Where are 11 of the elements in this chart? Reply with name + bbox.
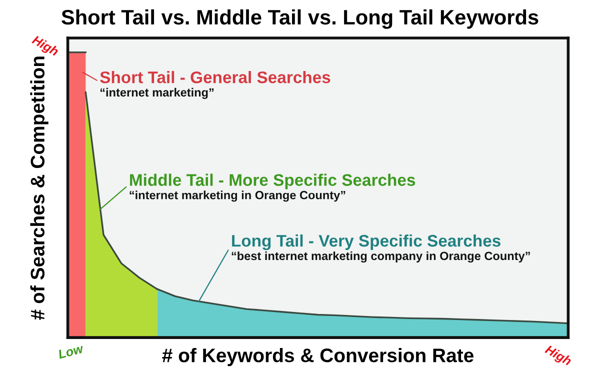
annotation: Long Tail - Very Specific Searches <box>232 234 500 250</box>
text: High <box>543 344 572 368</box>
annotation: Middle Tail - More Specific Searches <box>130 174 416 190</box>
chart-title: Short Tail vs. Middle Tail vs. Long Tail Keywords <box>62 9 538 29</box>
annotation: Short Tail - General Searches <box>100 71 330 84</box>
y-axis-title: # of Searches & Competition <box>30 56 48 320</box>
annotation: “internet marketing” <box>100 88 214 99</box>
annotation: “best internet marketing company in Orange County” <box>232 251 530 263</box>
annotation: “internet marketing in Orange County” <box>130 190 346 202</box>
x-axis-title: # of Keywords & Conversion Rate <box>162 348 474 366</box>
text: Low <box>58 344 84 359</box>
